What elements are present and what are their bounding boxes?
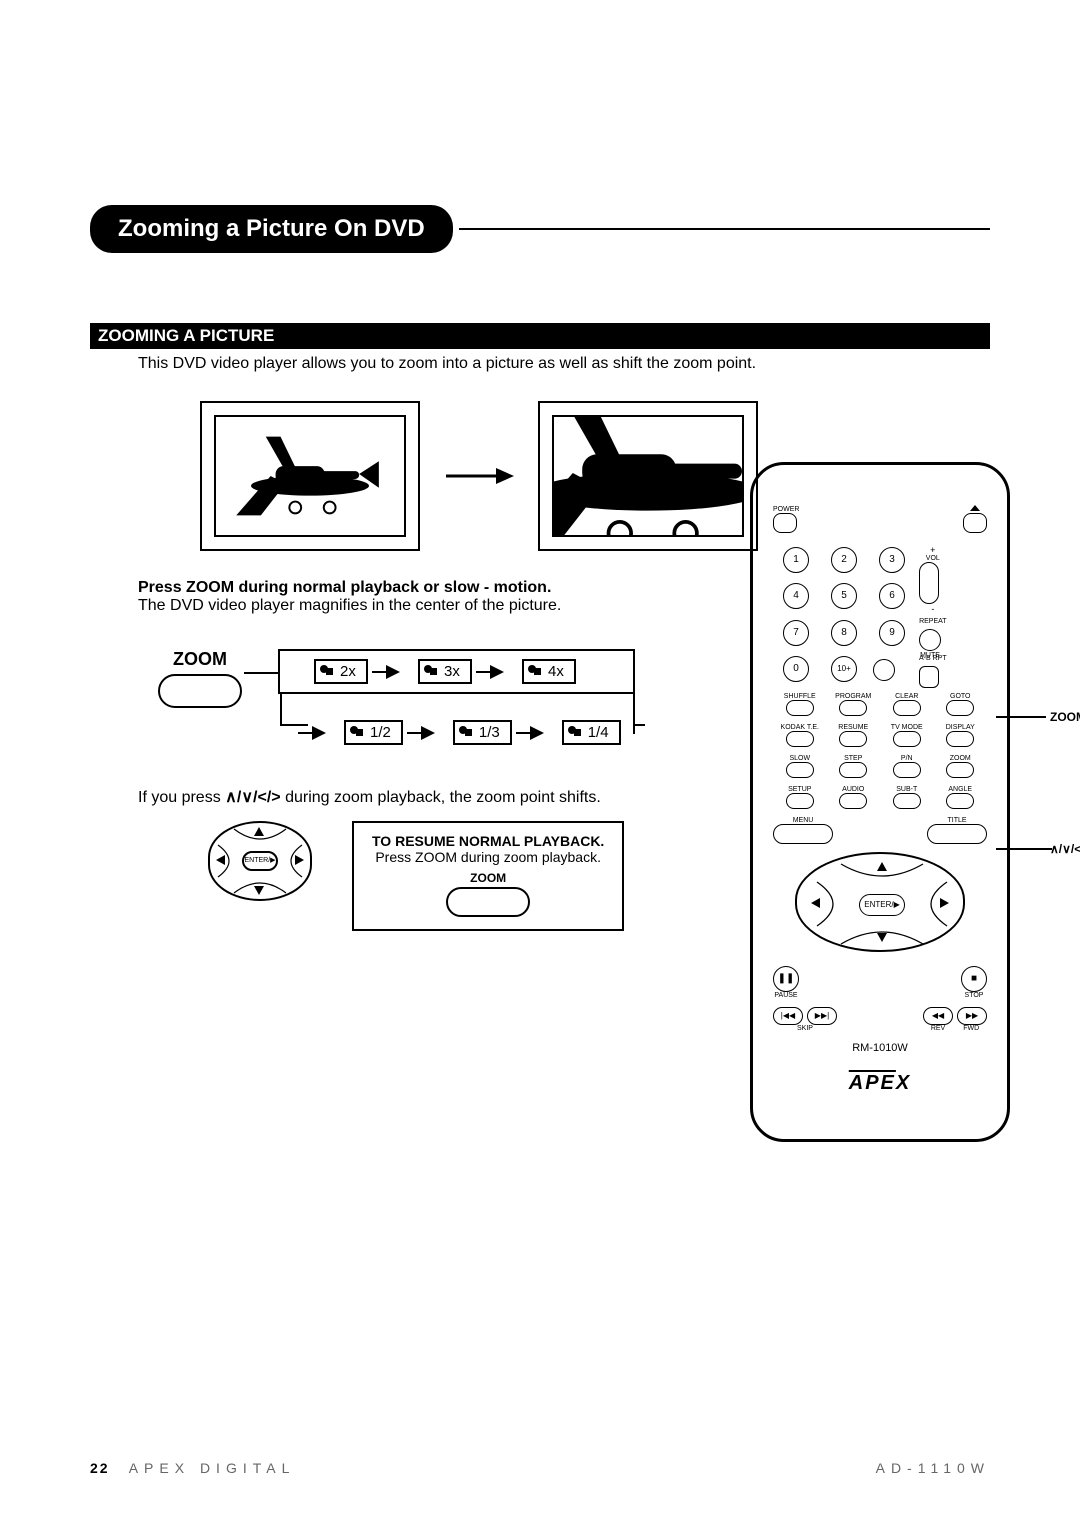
section-heading: ZOOMING A PICTURE	[90, 323, 990, 349]
arrow-right-icon	[312, 726, 326, 740]
repeat-label: REPEAT	[919, 618, 947, 625]
digit-button: 6	[879, 583, 905, 609]
menu-button-icon	[773, 824, 833, 844]
page-title: Zooming a Picture On DVD	[90, 205, 453, 253]
pause-label: PAUSE	[773, 992, 799, 999]
page-number: 22	[90, 1460, 110, 1476]
stop-label: STOP	[961, 992, 987, 999]
zoom-chain-reduce: 1/2 1/3 1/4	[308, 712, 635, 753]
menu-label: MENU	[773, 817, 833, 824]
screen-after	[538, 401, 758, 551]
title-rule	[459, 228, 990, 230]
remote-func-row: SLOW STEP P/N ZOOM	[773, 755, 987, 778]
digit-button: 5	[831, 583, 857, 609]
arrow-right-icon	[421, 726, 435, 740]
volume-rocker-icon	[919, 562, 939, 604]
zoom-button-shape	[158, 674, 242, 708]
remote-func-row: KODAK T.E. RESUME TV MODE DISPLAY	[773, 724, 987, 747]
fwd-icon: ▶▶	[957, 1007, 987, 1025]
rev-label: REV	[931, 1025, 945, 1032]
zoom-step: 3x	[418, 659, 472, 684]
resume-playback-box: TO RESUME NORMAL PLAYBACK. Press ZOOM du…	[352, 821, 624, 931]
digit-button: 7	[783, 620, 809, 646]
footer-brand: APEX DIGITAL	[129, 1460, 296, 1476]
number-pad: 1 2 3 4 5 6 7 8 9 0 10+	[783, 547, 909, 682]
skip-prev-icon: |◀◀	[773, 1007, 803, 1025]
zoom-step: 1/4	[562, 720, 621, 745]
digit-button: 4	[783, 583, 809, 609]
rev-icon: ◀◀	[923, 1007, 953, 1025]
resume-text: Press ZOOM during zoom playback.	[372, 849, 604, 865]
remote-control-illustration: POWER 1 2 3 4 5 6 7 8 9 0 10+ + VOL	[750, 462, 1010, 1142]
intro-text: This DVD video player allows you to zoom…	[138, 355, 990, 373]
shift-suffix: during zoom playback, the zoom point shi…	[285, 789, 601, 806]
eject-button-icon	[963, 513, 987, 533]
shift-prefix: If you press	[138, 789, 225, 806]
fwd-label: FWD	[963, 1025, 979, 1032]
arrow-right-icon	[530, 726, 544, 740]
digit-button: 3	[879, 547, 905, 573]
footer-model: AD-1110W	[876, 1460, 990, 1476]
remote-func-row: SHUFFLE PROGRAM CLEAR GOTO	[773, 693, 987, 716]
plane-icon	[216, 417, 404, 535]
digit-button: 0	[783, 656, 809, 682]
callout-line	[996, 848, 1052, 850]
digit-button: 9	[879, 620, 905, 646]
zoom-step: 1/3	[453, 720, 512, 745]
repeat-button-icon	[919, 629, 941, 651]
power-label: POWER	[773, 506, 799, 513]
title-button-icon	[927, 824, 987, 844]
zoom-step: 1/2	[344, 720, 403, 745]
screen-before	[200, 401, 420, 551]
callout-line	[996, 716, 1046, 718]
zoom-chain-enlarge: 2x 3x 4x	[278, 649, 635, 694]
ab-repeat-button-icon	[919, 666, 939, 688]
remote-model: RM-1010W	[773, 1042, 987, 1054]
digit-button: 10+	[831, 656, 857, 682]
resume-zoom-label: ZOOM	[372, 871, 604, 885]
dpad-icon: ENTER/▶	[200, 821, 320, 901]
digit-button: 2	[831, 547, 857, 573]
stop-button-icon: ■	[961, 966, 987, 992]
page-title-row: Zooming a Picture On DVD	[90, 205, 990, 253]
zoom-callout: ZOOM	[1050, 710, 1080, 724]
digit-button: 1	[783, 547, 809, 573]
zoom-step: 4x	[522, 659, 576, 684]
brand-logo: APEX	[773, 1072, 987, 1095]
title-label: TITLE	[927, 817, 987, 824]
vol-label: VOL	[919, 555, 947, 562]
power-button-icon	[773, 513, 797, 533]
navigation-ring: ENTER/▶	[795, 852, 965, 952]
arrow-right-icon	[444, 464, 514, 488]
zoom-step: 2x	[314, 659, 368, 684]
arrow-keys-label: ∧/∨/</>	[225, 789, 280, 806]
remote-func-row: SETUP AUDIO SUB-T ANGLE	[773, 786, 987, 809]
pause-button-icon: ❚❚	[773, 966, 799, 992]
zoom-button-label: ZOOM	[158, 649, 242, 670]
arrow-right-icon	[490, 665, 504, 679]
digit-button: 8	[831, 620, 857, 646]
plane-zoomed-icon	[554, 417, 742, 535]
resume-heading: TO RESUME NORMAL PLAYBACK.	[372, 833, 604, 849]
zoom-button-shape	[446, 887, 530, 917]
page-footer: 22 APEX DIGITAL AD-1110W	[90, 1460, 990, 1476]
arrows-callout: ∧/∨/</>	[1050, 842, 1080, 856]
arrow-right-icon	[386, 665, 400, 679]
skip-next-icon: ▶▶|	[807, 1007, 837, 1025]
skip-label: SKIP	[773, 1025, 837, 1032]
